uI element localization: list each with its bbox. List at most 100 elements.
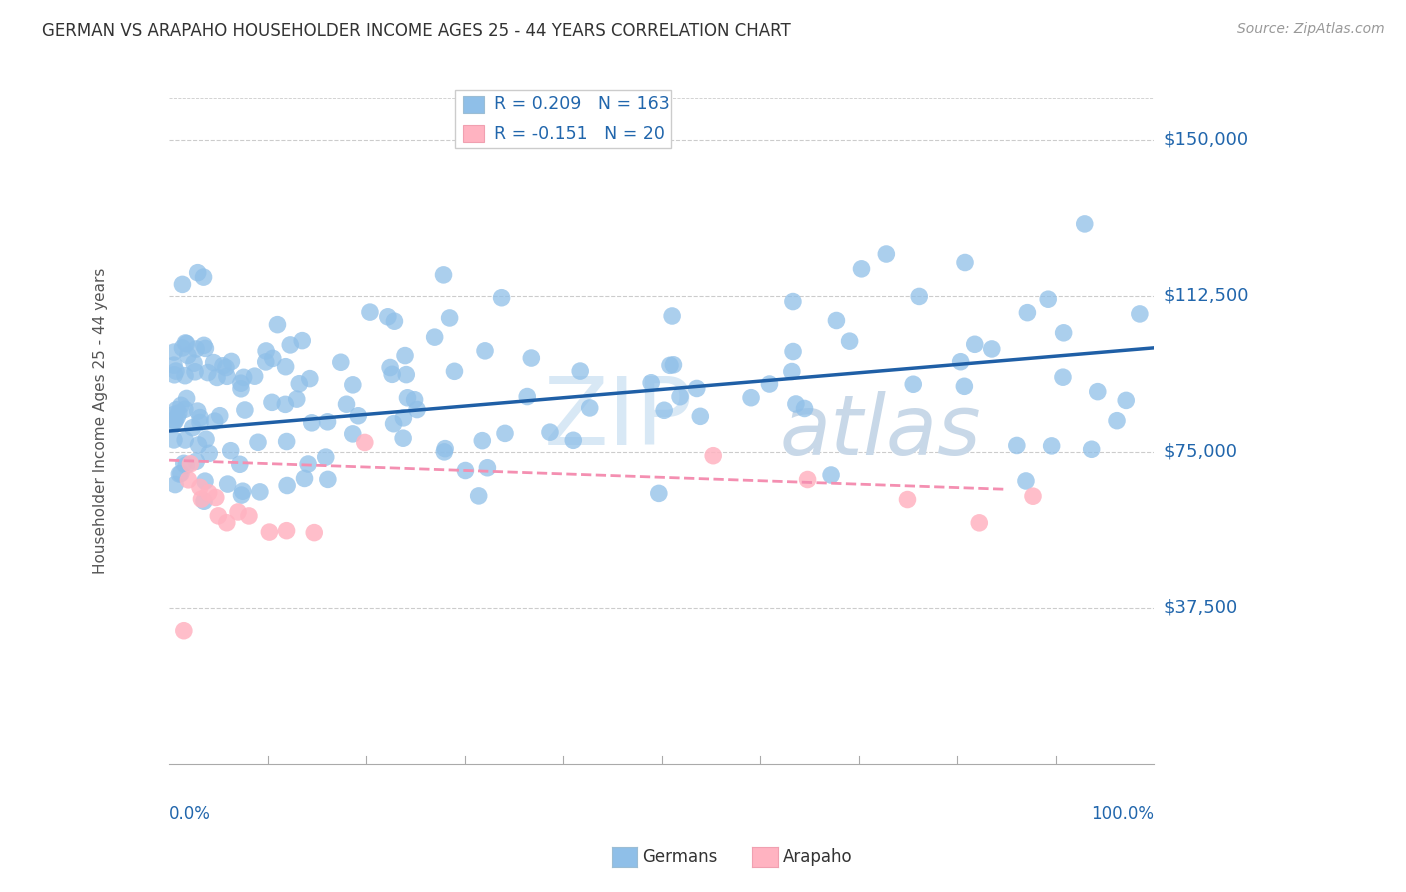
- Point: [659, 359, 682, 373]
- Point: [221, 354, 243, 368]
- Point: [173, 456, 195, 470]
- Point: [423, 330, 446, 344]
- Point: [359, 305, 381, 319]
- Point: [176, 392, 198, 406]
- Point: [406, 402, 429, 417]
- Point: [278, 338, 301, 352]
- Point: [243, 369, 266, 384]
- Point: [170, 467, 193, 481]
- Point: [198, 446, 221, 460]
- Point: [315, 450, 337, 464]
- Point: [903, 377, 925, 392]
- Point: [276, 434, 298, 449]
- Point: [217, 477, 239, 491]
- Point: [167, 406, 190, 420]
- Point: [1015, 474, 1038, 488]
- Point: [963, 337, 986, 351]
- Point: [702, 449, 724, 463]
- Point: [174, 335, 197, 350]
- Point: [204, 414, 226, 428]
- Point: [1087, 384, 1109, 399]
- Point: [394, 349, 416, 363]
- Point: [173, 624, 195, 638]
- Point: [782, 344, 804, 359]
- Point: [205, 370, 228, 384]
- Point: [262, 351, 284, 366]
- Point: [875, 247, 897, 261]
- Point: [231, 488, 253, 502]
- Point: [187, 404, 209, 418]
- Point: [276, 524, 298, 538]
- Point: [477, 460, 499, 475]
- Point: [259, 525, 281, 540]
- Point: [908, 289, 931, 303]
- Point: [796, 473, 818, 487]
- Point: [491, 291, 513, 305]
- Bar: [454, 90, 672, 148]
- Point: [520, 351, 543, 365]
- Point: [949, 355, 972, 369]
- Point: [208, 409, 231, 423]
- Point: [825, 313, 848, 327]
- Point: [194, 342, 217, 356]
- Point: [335, 397, 357, 411]
- Point: [434, 442, 457, 456]
- Point: [378, 360, 401, 375]
- Point: [392, 410, 415, 425]
- Point: [276, 478, 298, 492]
- Point: [194, 474, 217, 488]
- Point: [316, 415, 339, 429]
- Point: [166, 410, 188, 425]
- Point: [640, 376, 662, 390]
- Point: [177, 473, 200, 487]
- Point: [197, 485, 219, 500]
- Point: [254, 343, 277, 358]
- Point: [562, 434, 585, 448]
- Point: [215, 360, 238, 375]
- Point: [454, 463, 477, 477]
- Point: [249, 484, 271, 499]
- Point: [229, 376, 252, 391]
- Text: 100.0%: 100.0%: [1091, 805, 1154, 823]
- Point: [197, 366, 219, 380]
- Point: [188, 480, 211, 494]
- Point: [1053, 326, 1076, 340]
- Point: [1022, 489, 1045, 503]
- Text: Source: ZipAtlas.com: Source: ZipAtlas.com: [1237, 22, 1385, 37]
- Point: [177, 349, 200, 363]
- Point: [188, 416, 211, 430]
- Point: [165, 402, 187, 417]
- Point: [740, 391, 762, 405]
- Point: [274, 397, 297, 411]
- Point: [186, 342, 208, 356]
- Text: R = -0.151   N = 20: R = -0.151 N = 20: [494, 125, 665, 143]
- Point: [186, 454, 208, 468]
- Point: [1005, 438, 1028, 452]
- Point: [652, 403, 675, 417]
- Point: [163, 415, 186, 429]
- Text: atlas: atlas: [780, 391, 981, 472]
- Point: [1129, 307, 1152, 321]
- Point: [474, 343, 496, 358]
- Point: [1017, 306, 1039, 320]
- Point: [304, 525, 326, 540]
- Point: [165, 364, 187, 378]
- Point: [404, 392, 426, 407]
- Point: [266, 318, 288, 332]
- Point: [165, 414, 187, 428]
- Point: [165, 477, 187, 491]
- Point: [316, 472, 339, 486]
- Point: [183, 356, 205, 370]
- Point: [229, 457, 252, 471]
- Point: [215, 516, 238, 530]
- Point: [215, 369, 238, 384]
- Point: [396, 391, 419, 405]
- Point: [170, 398, 193, 412]
- Point: [432, 268, 454, 282]
- Point: [187, 438, 209, 452]
- Point: [785, 397, 807, 411]
- Point: [163, 345, 186, 359]
- Point: [1074, 217, 1097, 231]
- Point: [229, 382, 252, 396]
- Point: [851, 261, 873, 276]
